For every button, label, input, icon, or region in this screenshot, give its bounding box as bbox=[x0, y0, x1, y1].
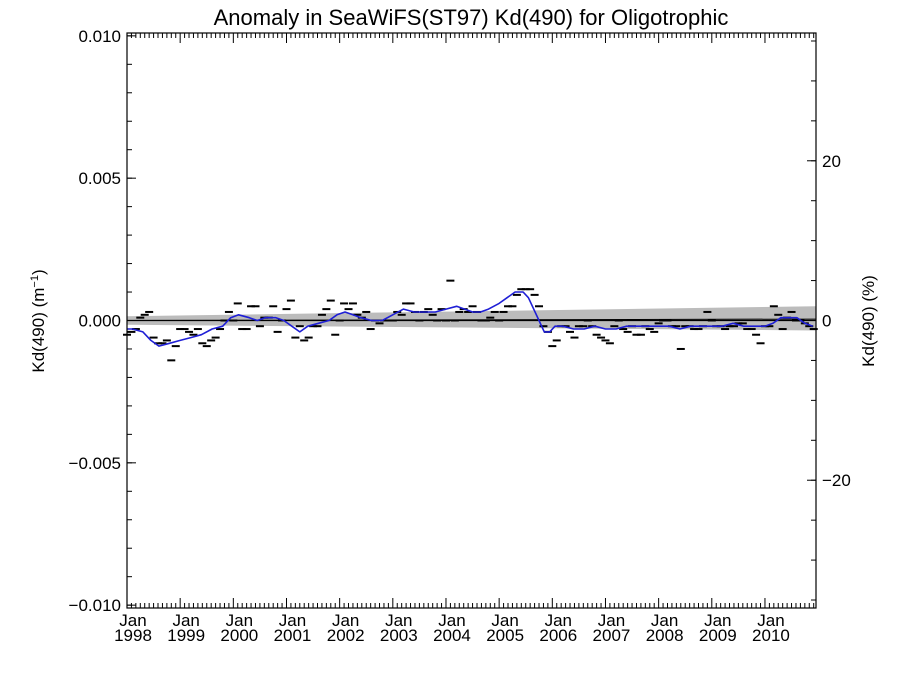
left-tick-label: 0.000 bbox=[78, 312, 121, 331]
x-tick-month-label: Jan bbox=[545, 611, 572, 630]
trend-line bbox=[126, 318, 817, 321]
x-tick-year-label: 2000 bbox=[220, 626, 258, 645]
x-tick-year-label: 2002 bbox=[327, 626, 365, 645]
x-tick-year-label: 2005 bbox=[486, 626, 524, 645]
x-tick-month-label: Jan bbox=[385, 611, 412, 630]
x-tick-year-label: 2010 bbox=[752, 626, 790, 645]
left-tick-label: −0.005 bbox=[69, 454, 121, 473]
right-axis-label: Kd(490) (%) bbox=[859, 275, 878, 367]
x-tick-year-label: 1998 bbox=[114, 626, 152, 645]
x-tick-year-label: 2009 bbox=[699, 626, 737, 645]
left-axis-label-close: ) bbox=[29, 269, 48, 275]
left-axis-label: Kd(490) (m−1) bbox=[29, 269, 48, 372]
x-tick-year-label: 2004 bbox=[433, 626, 471, 645]
x-tick-month-label: Jan bbox=[438, 611, 465, 630]
left-axis-label-superscript: −1 bbox=[29, 275, 41, 288]
chart-title: Anomaly in SeaWiFS(ST97) Kd(490) for Oli… bbox=[214, 5, 729, 30]
x-tick-month-label: Jan bbox=[491, 611, 518, 630]
left-axis-label-main: Kd(490) (m bbox=[29, 288, 48, 373]
left-axis: −0.010 −0.005 0.000 0.005 0.010 bbox=[69, 27, 136, 615]
x-tick-month-label: Jan bbox=[119, 611, 146, 630]
trend-confidence-band bbox=[127, 306, 816, 331]
right-tick-label: 0 bbox=[822, 312, 831, 331]
x-tick-year-label: 1999 bbox=[167, 626, 205, 645]
left-tick-label: 0.010 bbox=[78, 27, 121, 46]
x-tick-year-label: 2001 bbox=[274, 626, 312, 645]
smoothed-series-line bbox=[127, 291, 814, 347]
right-tick-label: 20 bbox=[822, 152, 841, 171]
x-tick-month-label: Jan bbox=[332, 611, 359, 630]
x-tick-month-label: Jan bbox=[598, 611, 625, 630]
right-tick-label: −20 bbox=[822, 471, 851, 490]
left-tick-label: 0.005 bbox=[78, 169, 121, 188]
x-tick-month-label: Jan bbox=[704, 611, 731, 630]
bottom-axis: Jan1998Jan1999Jan2000Jan2001Jan2002Jan20… bbox=[114, 33, 815, 645]
x-tick-month-label: Jan bbox=[279, 611, 306, 630]
left-tick-label: −0.010 bbox=[69, 596, 121, 615]
x-tick-year-label: 2003 bbox=[380, 626, 418, 645]
x-tick-month-label: Jan bbox=[757, 611, 784, 630]
x-tick-month-label: Jan bbox=[172, 611, 199, 630]
x-tick-year-label: 2008 bbox=[646, 626, 684, 645]
x-tick-month-label: Jan bbox=[226, 611, 253, 630]
x-tick-month-label: Jan bbox=[651, 611, 678, 630]
x-tick-year-label: 2007 bbox=[593, 626, 631, 645]
x-tick-year-label: 2006 bbox=[539, 626, 577, 645]
right-axis: −20 0 20 bbox=[807, 40, 851, 601]
plot-content bbox=[123, 279, 818, 362]
